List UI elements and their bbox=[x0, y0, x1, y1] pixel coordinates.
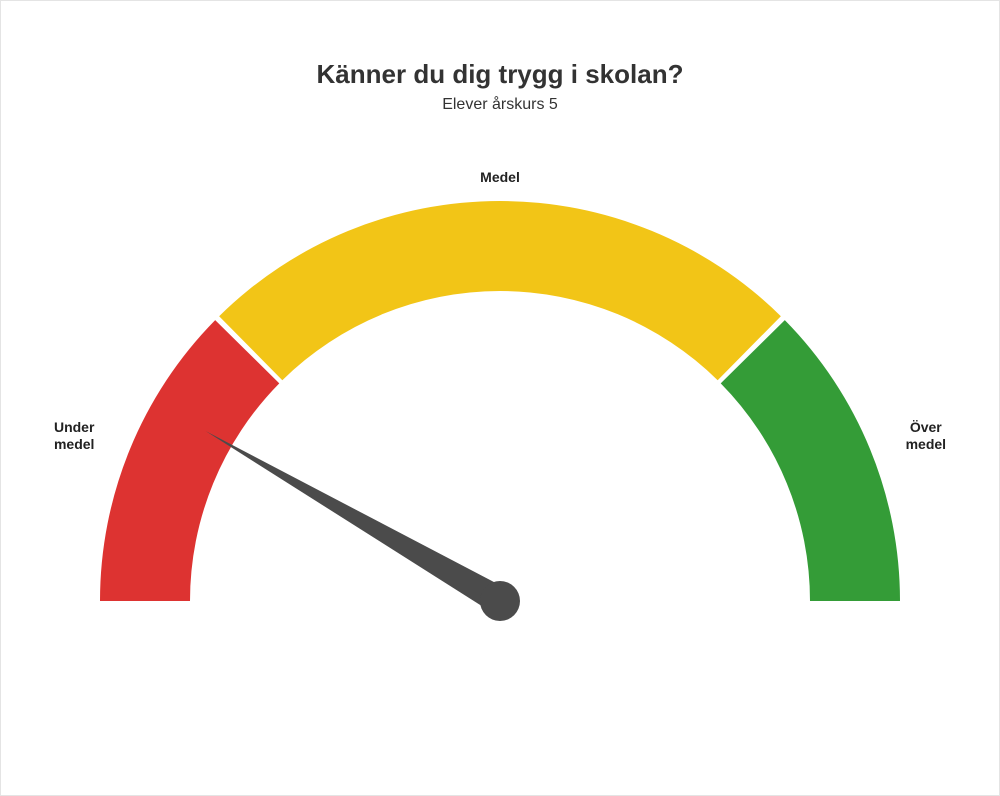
chart-titles: Känner du dig trygg i skolan? Elever års… bbox=[1, 59, 999, 114]
gauge-segment bbox=[721, 320, 900, 601]
chart-frame: Känner du dig trygg i skolan? Elever års… bbox=[0, 0, 1000, 796]
gauge-chart: Under medel Medel Över medel bbox=[60, 151, 940, 656]
chart-title: Känner du dig trygg i skolan? bbox=[1, 59, 999, 90]
gauge-needle bbox=[206, 431, 507, 613]
gauge-segment bbox=[219, 201, 781, 380]
gauge-hub bbox=[480, 581, 520, 621]
segment-label-over-medel: Över medel bbox=[896, 419, 956, 454]
chart-subtitle: Elever årskurs 5 bbox=[1, 96, 999, 114]
segment-label-under-medel: Under medel bbox=[44, 419, 104, 454]
segment-label-medel: Medel bbox=[460, 169, 540, 187]
gauge-svg bbox=[60, 151, 940, 651]
